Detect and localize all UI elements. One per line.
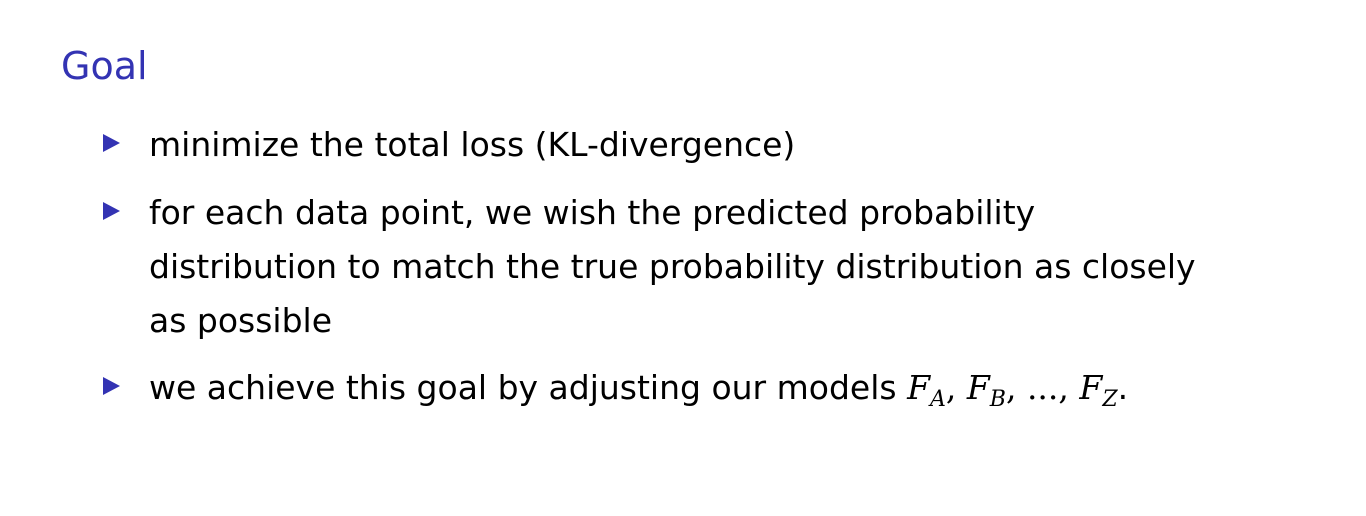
model-b: FB [966,368,1006,412]
ellipsis: ... [1026,368,1059,407]
model-z: FZ [1079,368,1118,412]
bullet-text-suffix: . [1117,368,1129,407]
bullet-text: minimize the total loss (KL-divergence) [149,125,796,164]
bullet-text: we achieve this goal by adjusting our mo… [149,361,1249,415]
triangle-bullet-icon [103,377,120,395]
triangle-bullet-icon [103,202,120,220]
slide-title: Goal [61,44,148,88]
model-list-math: FA, FB, ..., FZ [907,368,1118,412]
bullet-text-prefix: we achieve this goal by adjusting our mo… [149,368,908,407]
bullet-text: for each data point, we wish the predict… [149,193,1196,340]
model-a: FA [907,368,946,412]
triangle-bullet-icon [103,134,120,152]
